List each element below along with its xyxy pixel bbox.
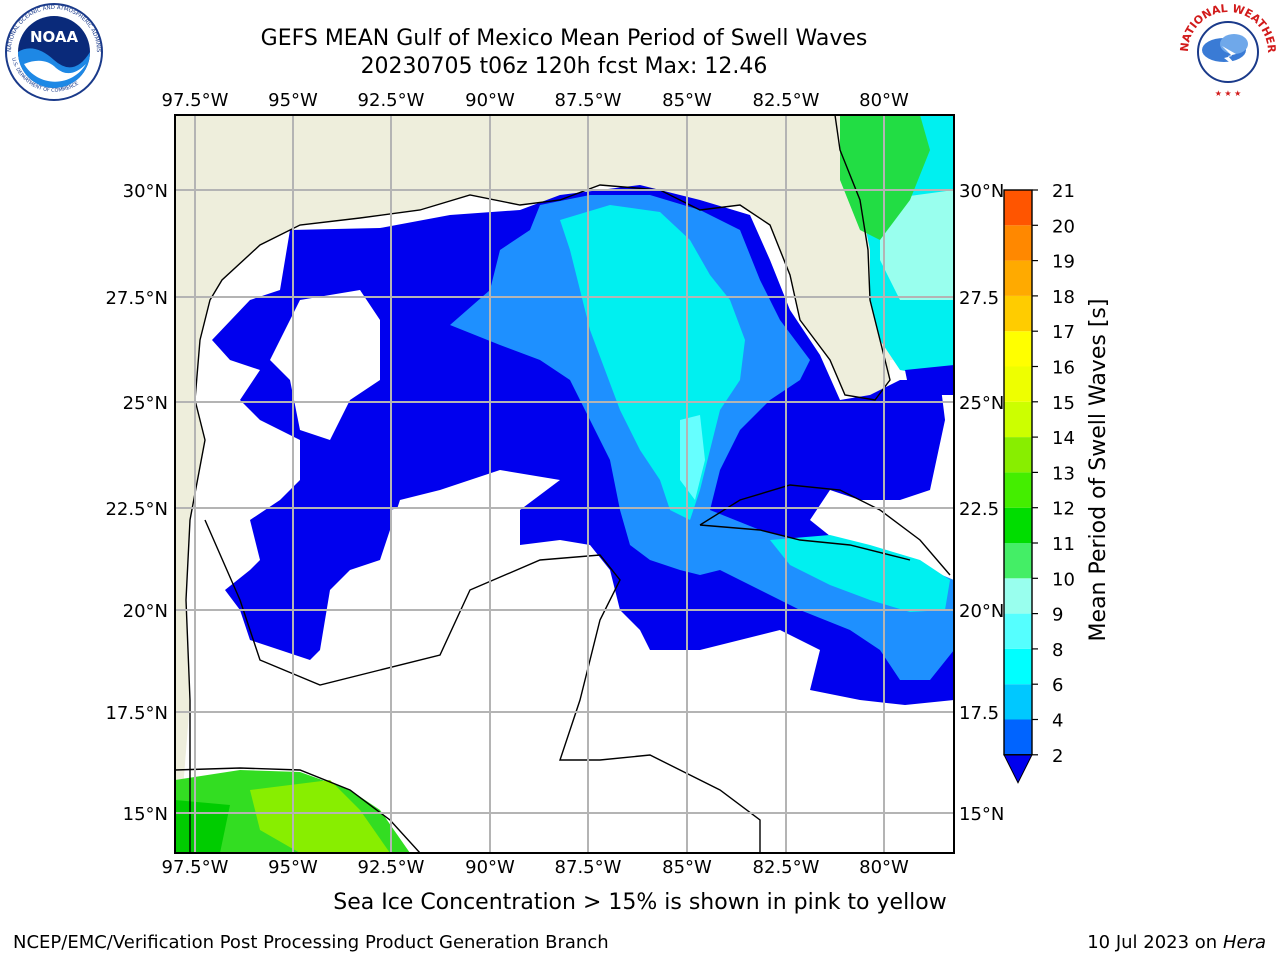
colorbar-segment — [1004, 190, 1032, 226]
lon-tick-label: 82.5°W — [753, 857, 820, 878]
lon-tick-label: 90°W — [465, 90, 515, 111]
noaa-logo: NOAA NATIONAL OCEANIC AND ATMOSPHERIC AD… — [4, 2, 103, 101]
colorbar-tick-label: 6 — [1052, 675, 1063, 696]
colorbar-segment — [1004, 437, 1032, 473]
lon-tick-label: 92.5°W — [358, 90, 425, 111]
chart-title: GEFS MEAN Gulf of Mexico Mean Period of … — [260, 26, 868, 51]
lon-tick-label: 80°W — [859, 90, 909, 111]
lon-tick-label: 95°W — [268, 857, 318, 878]
colorbar-tick-label: 19 — [1052, 252, 1075, 273]
atlantic-swell-aqua — [880, 190, 954, 300]
colorbar-tick-label: 16 — [1052, 358, 1075, 379]
colorbar-segment — [1004, 331, 1032, 367]
colorbar-segment — [1004, 295, 1032, 332]
colorbar-tick-label: 2 — [1052, 746, 1063, 767]
colorbar-segment — [1004, 507, 1032, 543]
lat-tick-label: 25°N — [123, 393, 168, 414]
lat-tick-label: 27.5 — [959, 288, 999, 309]
lat-tick-label: 15°N — [959, 804, 1004, 825]
lat-labels-left: 30°N 27.5°N 25°N 22.5°N 20°N 17.5°N 15°N — [105, 181, 168, 825]
colorbar-tick-label: 12 — [1052, 499, 1075, 520]
colorbar-segment — [1004, 684, 1032, 720]
footer-date: 10 Jul 2023 on Hera — [1087, 932, 1266, 953]
colorbar-segment — [1004, 648, 1032, 685]
lat-tick-label: 25°N — [959, 393, 1004, 414]
colorbar-segment — [1004, 719, 1032, 755]
colorbar-extend-arrow — [1003, 754, 1033, 784]
colorbar-segment — [1004, 578, 1032, 614]
colorbar-tick-label: 15 — [1052, 393, 1075, 414]
colorbar-tick-label: 21 — [1052, 181, 1075, 202]
footer-org: NCEP/EMC/Verification Post Processing Pr… — [13, 932, 609, 953]
colorbar-segment — [1004, 472, 1032, 508]
lon-tick-label: 80°W — [859, 857, 909, 878]
colorbar-tick-label: 11 — [1052, 534, 1075, 555]
pacific-swell-yellowgreen — [250, 780, 390, 853]
colorbar-segment — [1004, 225, 1032, 261]
colorbar-tick-label: 8 — [1052, 640, 1063, 661]
lon-labels-top: 97.5°W 95°W 92.5°W 90°W 87.5°W 85°W 82.5°W 80°W — [162, 90, 909, 111]
colorbar-tick-label: 10 — [1052, 569, 1075, 590]
caribbean-water — [560, 600, 780, 853]
lon-tick-label: 97.5°W — [162, 857, 229, 878]
lon-tick-label: 97.5°W — [162, 90, 229, 111]
map-area — [175, 115, 954, 853]
colorbar-label: Mean Period of Swell Waves [s] — [1086, 299, 1111, 642]
colorbar-segment — [1004, 613, 1032, 649]
lon-tick-label: 87.5°W — [555, 90, 622, 111]
coastline-mexico — [204, 519, 761, 853]
lon-tick-label: 82.5°W — [753, 90, 820, 111]
colorbar-segment — [1004, 260, 1032, 296]
lat-tick-label: 20°N — [959, 601, 1004, 622]
lon-tick-label: 85°W — [662, 90, 712, 111]
colorbar: 2 4 6 8 9 10 11 12 13 14 15 16 17 18 19 20 21 — [1003, 181, 1075, 784]
map-figure: 97.5°W 95°W 92.5°W 90°W 87.5°W 85°W 82.5°W 80°W… — [105, 90, 1111, 878]
colorbar-tick-label: 4 — [1052, 711, 1063, 732]
lat-tick-label: 27.5°N — [105, 288, 168, 309]
svg-text:★ ★ ★: ★ ★ ★ — [1215, 89, 1242, 98]
lat-tick-label: 30°N — [959, 181, 1004, 202]
lat-tick-label: 15°N — [123, 804, 168, 825]
low-swell-patch — [205, 410, 260, 470]
graticule — [175, 115, 954, 853]
footer-date-text: 10 Jul 2023 on — [1087, 932, 1223, 953]
lat-tick-label: 17.5 — [959, 703, 999, 724]
lon-tick-label: 92.5°W — [358, 857, 425, 878]
colorbar-tick-label: 9 — [1052, 605, 1063, 626]
lat-tick-label: 30°N — [123, 181, 168, 202]
coastline-pacific — [175, 767, 421, 853]
chart-subtitle: 20230705 t06z 120h fcst Max: 12.46 — [360, 54, 768, 79]
footer-machine: Hera — [1222, 932, 1266, 953]
lon-labels-bottom: 97.5°W 95°W 92.5°W 90°W 87.5°W 85°W 82.5°W 80°W — [162, 857, 909, 878]
lon-tick-label: 90°W — [465, 857, 515, 878]
colorbar-tick-label: 18 — [1052, 287, 1075, 308]
swell-band-6-8s — [770, 535, 950, 612]
lon-tick-label: 95°W — [268, 90, 318, 111]
sea-ice-note: Sea Ice Concentration > 15% is shown in … — [333, 890, 947, 915]
colorbar-tick-label: 17 — [1052, 322, 1075, 343]
colorbar-segment — [1004, 366, 1032, 402]
lat-tick-label: 22.5 — [959, 499, 999, 520]
colorbar-tick-label: 13 — [1052, 463, 1075, 484]
lon-tick-label: 85°W — [662, 857, 712, 878]
map-frame — [174, 114, 955, 854]
colorbar-segment — [1004, 543, 1032, 579]
nws-logo: NATIONAL WEATHER SERVICE ★ ★ ★ — [1178, 2, 1278, 100]
noaa-logo-text: NOAA — [30, 28, 79, 46]
lat-labels-right: 30°N 27.5 25°N 22.5 20°N 17.5 15°N — [959, 181, 1004, 825]
lat-tick-label: 20°N — [123, 601, 168, 622]
lat-tick-label: 22.5°N — [105, 499, 168, 520]
lat-tick-label: 17.5°N — [105, 703, 168, 724]
colorbar-segment — [1004, 401, 1032, 438]
colorbar-tick-label: 14 — [1052, 428, 1075, 449]
coastline-cuba — [699, 484, 951, 576]
lon-tick-label: 87.5°W — [555, 857, 622, 878]
swell-band-2-4s — [905, 365, 954, 395]
colorbar-tick-label: 20 — [1052, 216, 1075, 237]
